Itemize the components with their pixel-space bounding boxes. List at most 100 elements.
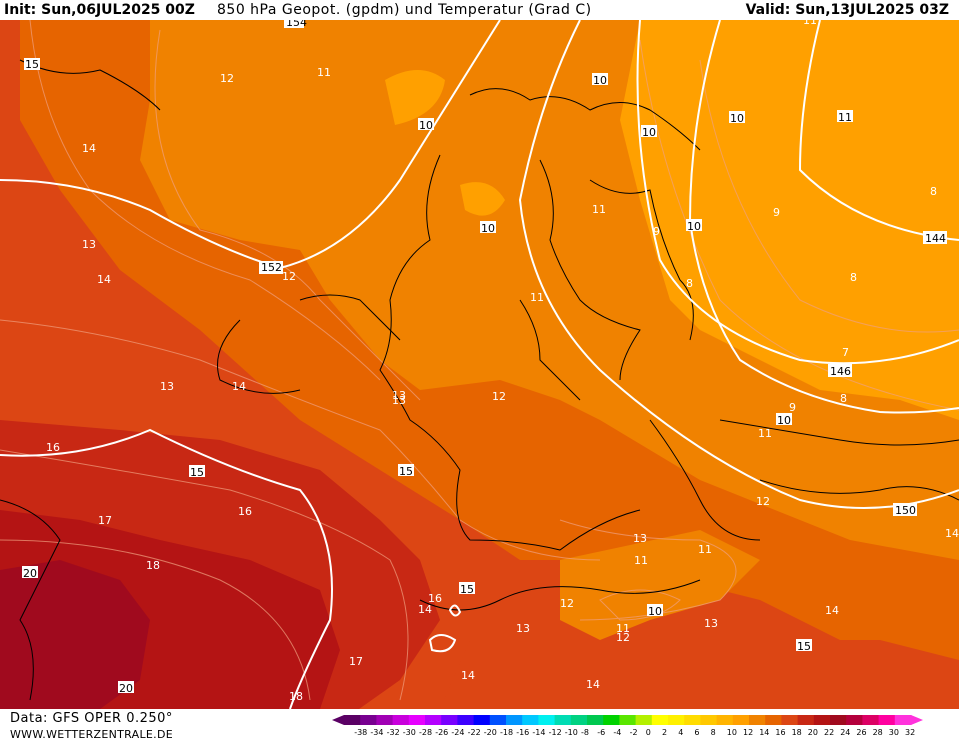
legend-swatch xyxy=(797,715,815,725)
temp-label: 11 xyxy=(803,20,817,27)
legend-tick-label: 30 xyxy=(889,728,899,737)
temp-band-10-cell2 xyxy=(460,182,505,216)
legend-tick-label: 6 xyxy=(694,728,699,737)
temp-label: 18 xyxy=(289,690,303,703)
temp-label: 16 xyxy=(238,505,252,518)
temp-label: 11 xyxy=(616,622,630,635)
temp-label: 9 xyxy=(789,401,796,414)
website-credit: WWW.WETTERZENTRALE.DE xyxy=(10,728,173,741)
temp-label: 9 xyxy=(653,225,660,238)
legend-tick-label: -18 xyxy=(500,728,513,737)
legend-swatch xyxy=(506,715,523,725)
temp-label: 12 xyxy=(220,72,234,85)
temp-label: 11 xyxy=(592,203,606,216)
legend-tick-label: 32 xyxy=(905,728,915,737)
legend-swatch xyxy=(538,715,556,725)
footer-bar: Data: GFS OPER 0.250° WWW.WETTERZENTRALE… xyxy=(0,709,959,741)
temp-label: 14 xyxy=(461,669,475,682)
legend-tick-label: -34 xyxy=(370,728,383,737)
temp-label: 8 xyxy=(686,277,693,290)
legend-swatch xyxy=(781,715,799,725)
legend-swatch xyxy=(344,715,361,725)
legend-swatch xyxy=(360,715,377,725)
temp-label: 10 xyxy=(642,126,656,139)
geopot-label-group: 154 152 150 146 144 xyxy=(259,20,947,517)
legend-tick-label: -14 xyxy=(532,728,545,737)
legend-tick-label: -6 xyxy=(597,728,605,737)
geopot-label: 144 xyxy=(925,232,946,245)
init-time: Init: Sun,06JUL2025 00Z xyxy=(4,2,195,18)
legend-swatch xyxy=(732,715,750,725)
valid-time: Valid: Sun,13JUL2025 03Z xyxy=(745,2,949,18)
legend-swatch xyxy=(749,715,766,725)
temp-label: 12 xyxy=(560,597,574,610)
legend-swatch xyxy=(619,715,637,725)
legend-tick-label: 0 xyxy=(646,728,651,737)
temp-label: 13 xyxy=(516,622,530,635)
legend-tick-label: -32 xyxy=(387,728,400,737)
legend-tick-label: 22 xyxy=(824,728,834,737)
temp-label-group: 15 14 13 14 12 11 12 11 10 10 10 10 10 1… xyxy=(22,20,959,703)
legend-tick-label: -38 xyxy=(354,728,367,737)
temp-label: 20 xyxy=(119,682,133,695)
legend-swatch xyxy=(846,715,863,725)
legend-tick-label: -2 xyxy=(630,728,638,737)
temp-label: 10 xyxy=(419,119,433,132)
temp-label: 14 xyxy=(418,603,432,616)
legend-tick-label: -16 xyxy=(516,728,529,737)
legend-tick-label: -24 xyxy=(451,728,464,737)
temp-label: 15 xyxy=(797,640,811,653)
temp-label: 13 xyxy=(704,617,718,630)
legend-tick-label: 10 xyxy=(727,728,737,737)
temp-band-20 xyxy=(0,560,150,709)
geopot-146-line xyxy=(636,20,959,365)
temp-label: 16 xyxy=(428,592,442,605)
legend-swatch xyxy=(700,715,718,725)
temp-label: 11 xyxy=(838,111,852,124)
geopot-144-line xyxy=(798,20,959,241)
temp-label: 20 xyxy=(23,567,37,580)
legend-swatch xyxy=(489,715,507,725)
chart-title: 850 hPa Geopot. (gpdm) und Temperatur (G… xyxy=(217,2,592,18)
geopot-label: 154 xyxy=(286,20,307,29)
geopot-label: 150 xyxy=(895,504,916,517)
temp-label: 12 xyxy=(282,270,296,283)
temp-band-8 xyxy=(620,20,959,420)
temp-label: 12 xyxy=(756,495,770,508)
temp-label: 11 xyxy=(317,66,331,79)
legend-swatch xyxy=(473,715,491,725)
temp-label: 14 xyxy=(82,142,96,155)
temp-label: 11 xyxy=(698,543,712,556)
temp-label: 13 xyxy=(82,238,96,251)
temp-label: 12 xyxy=(492,390,506,403)
legend-swatch xyxy=(765,715,782,725)
temp-label: 10 xyxy=(777,414,791,427)
temp-label: 14 xyxy=(97,273,111,286)
contour-labels: 154 152 150 146 144 15 14 13 14 12 11 12… xyxy=(22,20,959,703)
temp-label: 17 xyxy=(349,655,363,668)
temp-label: 13 xyxy=(392,394,406,407)
data-source: Data: GFS OPER 0.250° xyxy=(10,711,173,726)
temp-label: 15 xyxy=(399,465,413,478)
temp-label: 8 xyxy=(930,185,937,198)
legend-swatch xyxy=(441,715,458,725)
geopot-150-east xyxy=(518,20,959,509)
legend-tick-label: -28 xyxy=(419,728,432,737)
legend-tick-label: 16 xyxy=(775,728,785,737)
temp-label: 16 xyxy=(46,441,60,454)
legend-tick-label: -20 xyxy=(484,728,497,737)
legend-swatch xyxy=(603,715,620,725)
temp-label: 13 xyxy=(633,532,647,545)
legend-swatch xyxy=(651,715,669,725)
temperature-shading xyxy=(0,20,959,709)
legend-swatch xyxy=(570,715,588,725)
temp-label: 15 xyxy=(460,583,474,596)
country-borders xyxy=(0,59,959,701)
temp-label: 14 xyxy=(945,527,959,540)
legend-swatch xyxy=(830,715,847,725)
legend-swatch xyxy=(878,715,896,725)
temp-label: 14 xyxy=(586,678,600,691)
temp-label: 10 xyxy=(593,74,607,87)
legend-swatch xyxy=(425,715,442,725)
temp-label: 13 xyxy=(160,380,174,393)
